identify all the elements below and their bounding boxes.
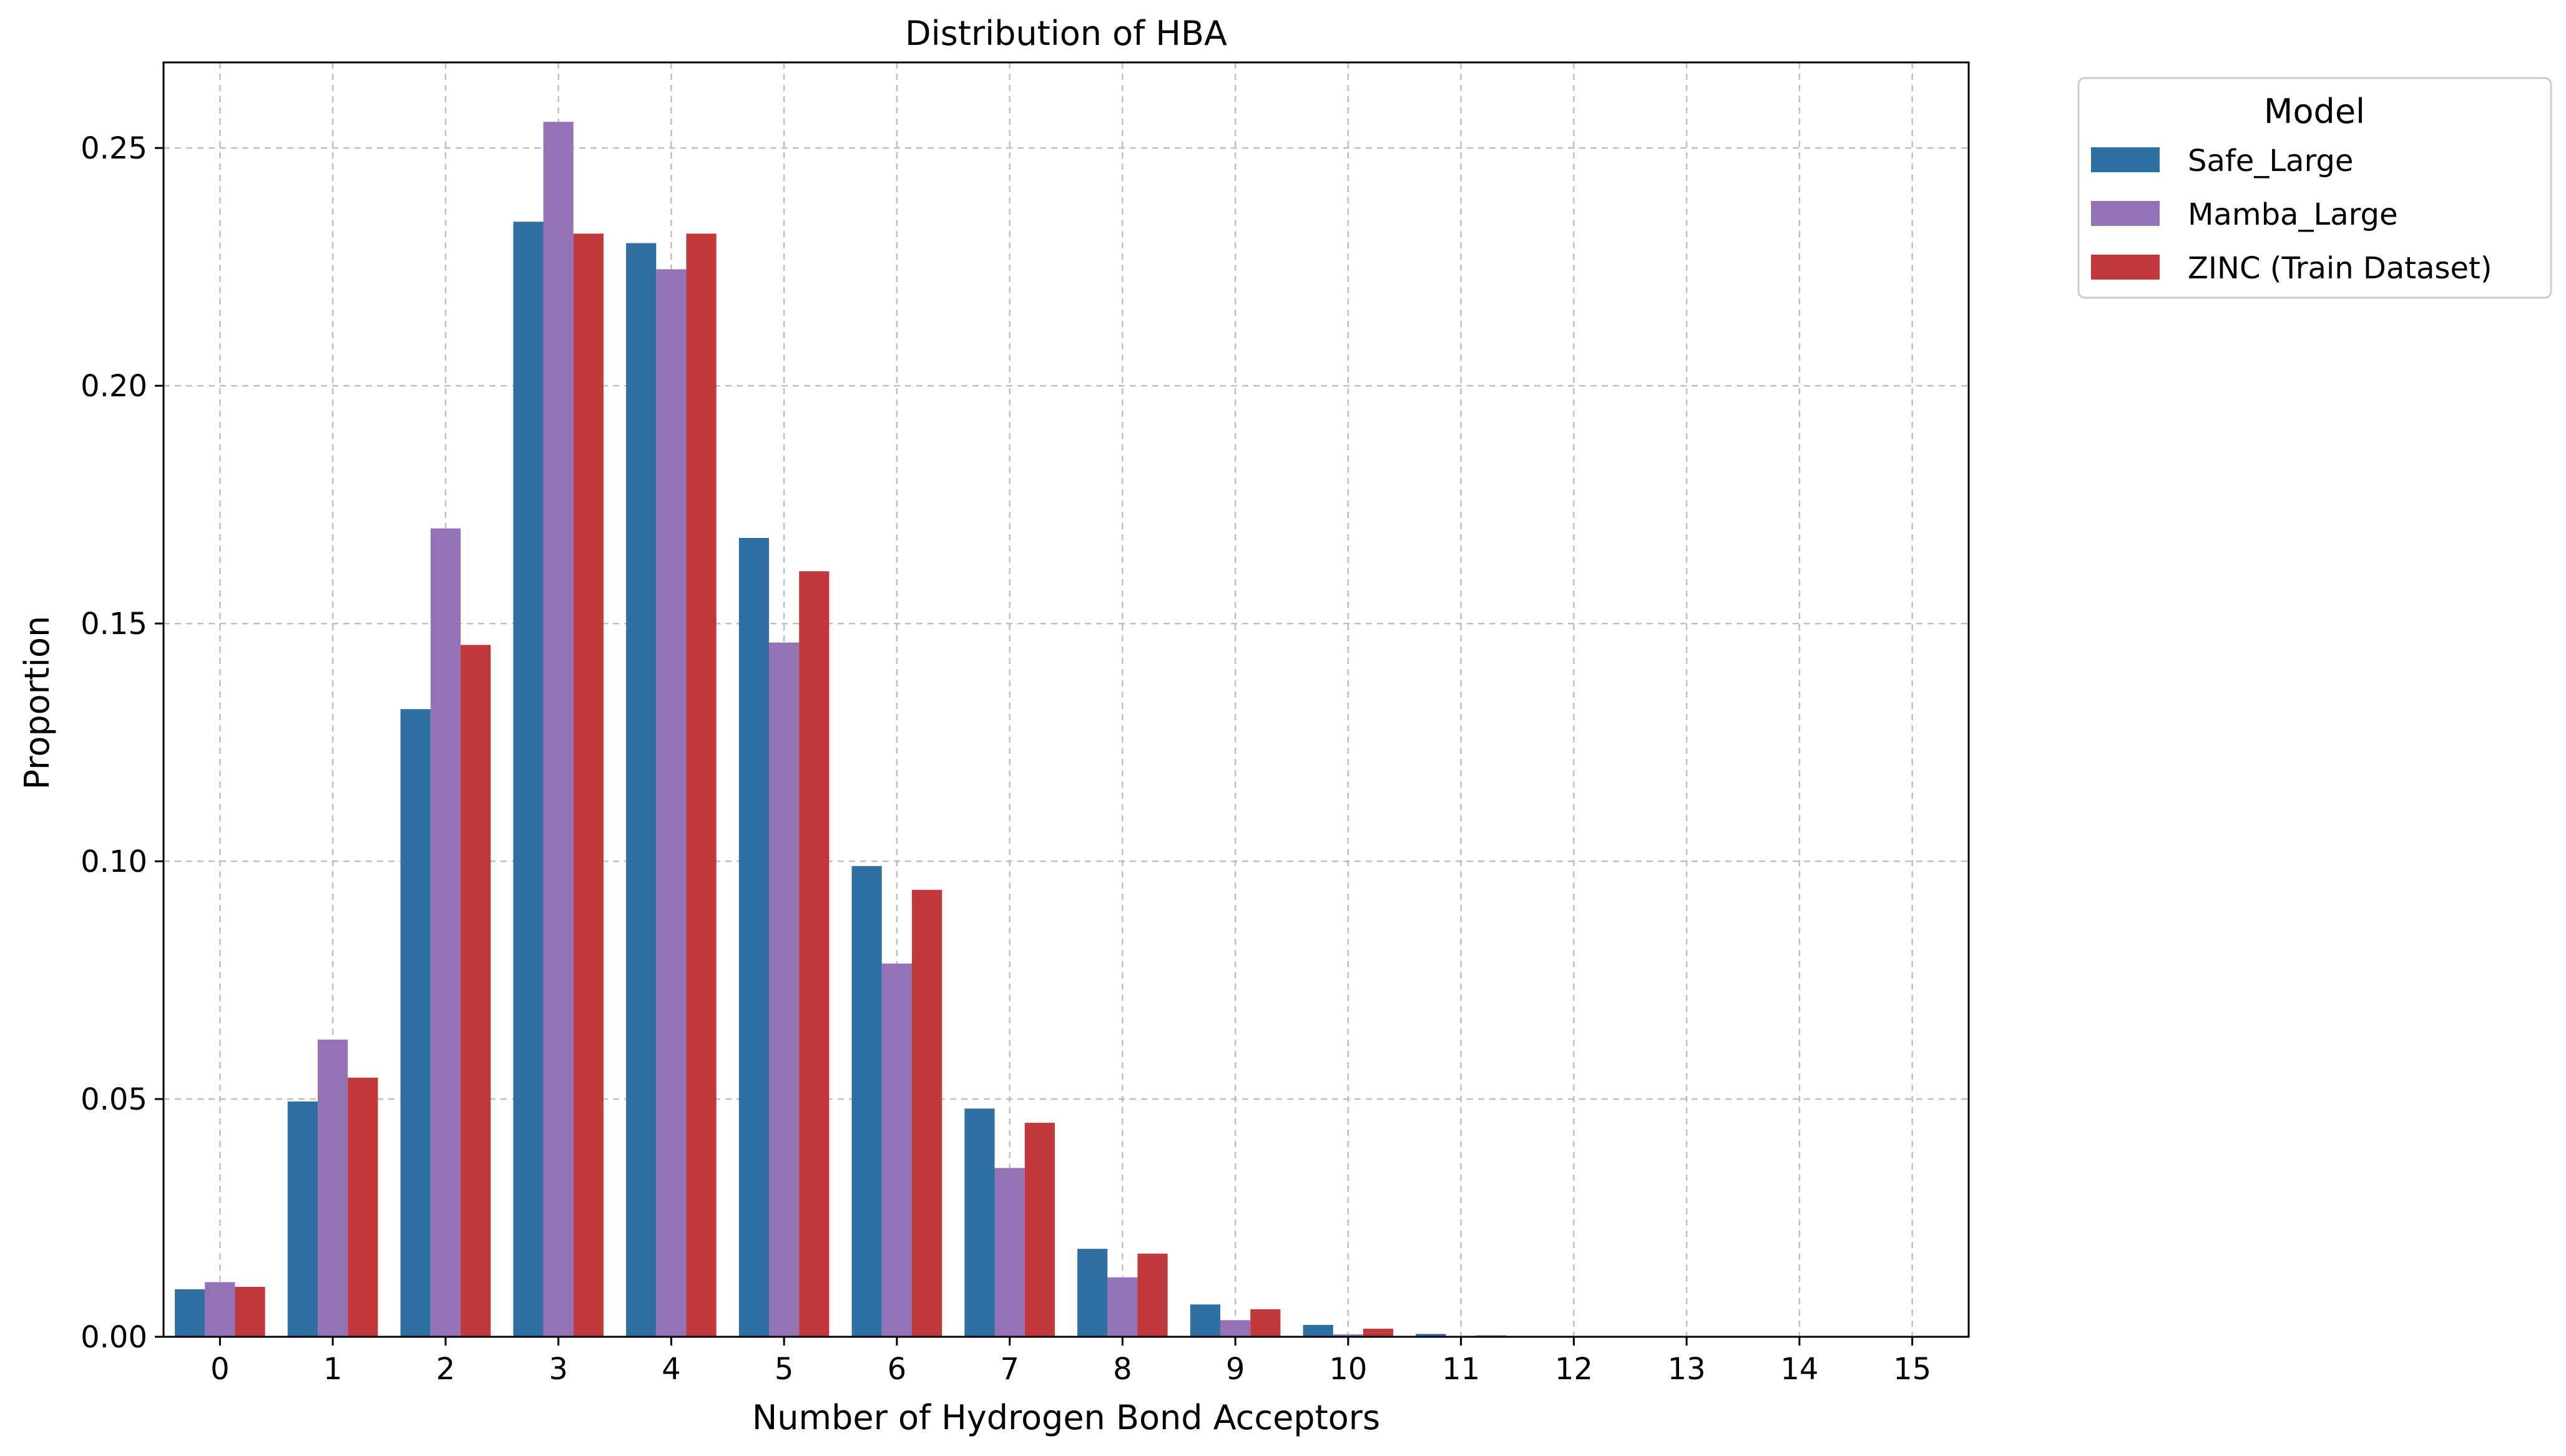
bar-safe-large-8	[1077, 1249, 1108, 1337]
x-tick-label: 9	[1226, 1352, 1245, 1387]
y-tick-label: 0.10	[81, 844, 147, 879]
bars	[175, 122, 1672, 1337]
x-tick-label: 13	[1668, 1352, 1706, 1387]
bar-safe-large-5	[738, 537, 770, 1337]
plot-frame	[162, 61, 1970, 1338]
x-axis-ticks: 0 1 2 3 4 5 6 7 8 9 10 11 12 13 14 15	[210, 1337, 1931, 1387]
bar-mamba-large-3	[543, 122, 574, 1337]
legend: Model Safe_Large Mamba_Large ZINC (Train D…	[2077, 77, 2552, 299]
bar-safe-large-7	[964, 1108, 995, 1337]
legend-box	[2077, 77, 2552, 299]
bar-zinc-train-dataset-7	[1024, 1123, 1055, 1337]
bar-mamba-large-4	[656, 269, 687, 1337]
bar-mamba-large-10	[1333, 1334, 1363, 1337]
x-tick-label: 14	[1780, 1352, 1818, 1387]
x-tick-label: 6	[888, 1352, 907, 1387]
bar-safe-large-3	[513, 222, 544, 1337]
x-tick-label: 0	[210, 1352, 230, 1387]
bar-zinc-train-dataset-6	[911, 889, 943, 1337]
bar-safe-large-11	[1416, 1334, 1446, 1337]
y-tick-label: 0.20	[81, 369, 147, 404]
x-tick-label: 7	[1000, 1352, 1019, 1387]
bar-mamba-large-0	[205, 1282, 235, 1337]
y-axis-label: Proportion	[17, 616, 57, 790]
legend-title: Model	[2264, 92, 2365, 131]
y-tick-label: 0.25	[81, 131, 147, 166]
bar-zinc-train-dataset-8	[1137, 1253, 1168, 1337]
bar-zinc-train-dataset-3	[573, 233, 604, 1337]
bar-zinc-train-dataset-10	[1363, 1329, 1394, 1337]
bar-safe-large-2	[400, 709, 431, 1337]
bar-safe-large-9	[1190, 1304, 1221, 1337]
bar-mamba-large-8	[1107, 1277, 1138, 1337]
bar-zinc-train-dataset-5	[799, 571, 830, 1337]
bar-zinc-train-dataset-9	[1250, 1309, 1281, 1337]
legend-label: ZINC (Train Dataset)	[2188, 251, 2492, 286]
x-tick-label: 15	[1893, 1352, 1931, 1387]
bar-mamba-large-7	[994, 1168, 1025, 1337]
x-axis-label: Number of Hydrogen Bond Acceptors	[752, 1398, 1380, 1437]
bar-safe-large-0	[175, 1289, 205, 1337]
y-tick-label: 0.05	[81, 1082, 147, 1117]
bar-safe-large-10	[1303, 1324, 1333, 1337]
legend-swatch	[2091, 147, 2160, 172]
y-tick-label: 0.15	[81, 607, 147, 642]
x-tick-label: 10	[1329, 1352, 1367, 1387]
bar-zinc-train-dataset-4	[686, 233, 717, 1337]
legend-items: Safe_Large Mamba_Large ZINC (Train Dataset…	[2091, 144, 2492, 286]
x-tick-label: 2	[436, 1352, 456, 1387]
bar-safe-large-4	[626, 243, 657, 1337]
legend-swatch	[2091, 201, 2160, 226]
bar-zinc-train-dataset-0	[235, 1286, 265, 1337]
x-tick-label: 5	[775, 1352, 794, 1387]
legend-swatch	[2091, 255, 2160, 280]
x-tick-label: 4	[662, 1352, 681, 1387]
y-tick-label: 0.00	[81, 1320, 147, 1355]
legend-label: Safe_Large	[2188, 144, 2353, 178]
bar-mamba-large-2	[430, 528, 461, 1337]
x-tick-label: 12	[1555, 1352, 1593, 1387]
x-tick-label: 11	[1442, 1352, 1480, 1387]
legend-label: Mamba_Large	[2188, 197, 2398, 232]
y-axis-ticks: 0.00 0.05 0.10 0.15 0.20 0.25	[81, 131, 164, 1355]
bar-mamba-large-6	[881, 963, 912, 1337]
bar-mamba-large-9	[1220, 1320, 1251, 1337]
bar-zinc-train-dataset-2	[460, 645, 491, 1337]
bar-mamba-large-1	[318, 1039, 348, 1337]
bar-safe-large-6	[851, 866, 882, 1337]
bar-mamba-large-5	[769, 642, 800, 1337]
chart-title: Distribution of HBA	[905, 14, 1227, 53]
x-tick-label: 8	[1113, 1352, 1132, 1387]
x-tick-label: 1	[323, 1352, 343, 1387]
bar-zinc-train-dataset-1	[348, 1077, 378, 1337]
x-tick-label: 3	[549, 1352, 568, 1387]
bar-safe-large-1	[287, 1101, 318, 1337]
